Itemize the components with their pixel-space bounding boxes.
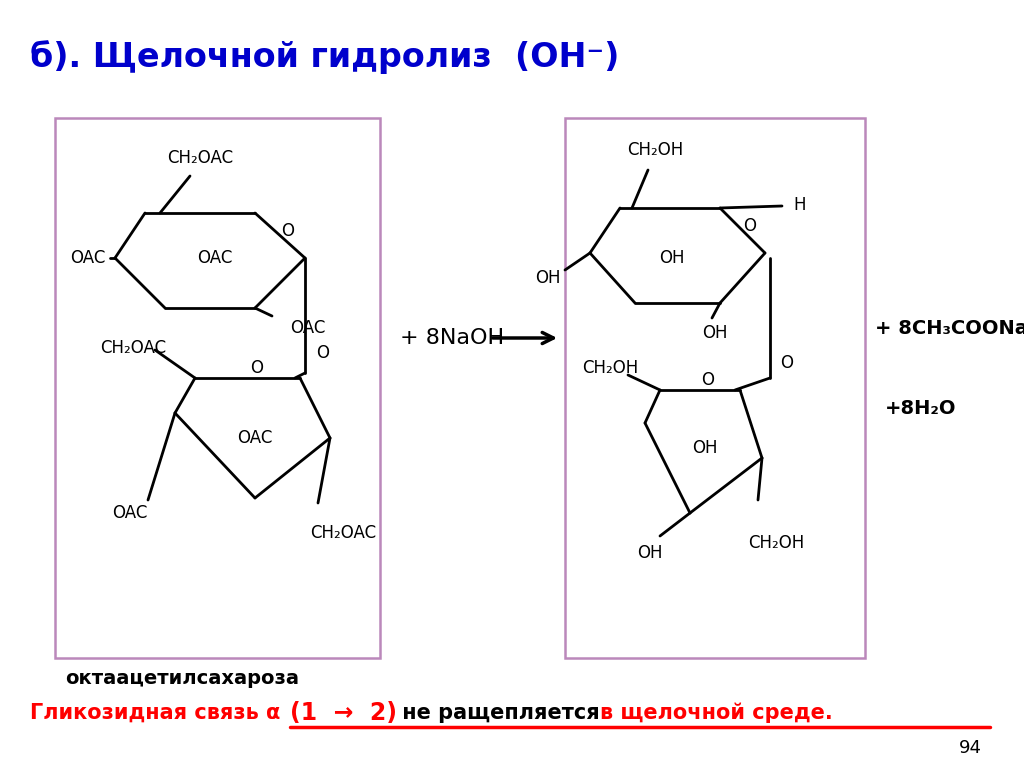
Text: OAC: OAC bbox=[70, 249, 105, 267]
Text: б). Щелочной гидролиз  (OH⁻): б). Щелочной гидролиз (OH⁻) bbox=[30, 40, 620, 74]
Bar bbox=[55, 118, 380, 658]
Text: 94: 94 bbox=[958, 739, 981, 757]
Text: CH₂OH: CH₂OH bbox=[748, 534, 804, 552]
Text: CH₂OH: CH₂OH bbox=[582, 359, 638, 377]
Text: в щелочной среде.: в щелочной среде. bbox=[600, 703, 833, 723]
Text: OAC: OAC bbox=[113, 504, 147, 522]
Text: O: O bbox=[251, 359, 263, 377]
Text: OH: OH bbox=[637, 544, 663, 562]
Text: OH: OH bbox=[692, 439, 718, 457]
Text: OAC: OAC bbox=[238, 429, 272, 447]
Text: O: O bbox=[282, 222, 295, 240]
Text: октаацетилсахароза: октаацетилсахароза bbox=[65, 668, 299, 687]
Text: CH₂OAC: CH₂OAC bbox=[100, 339, 166, 357]
Text: +8H₂O: +8H₂O bbox=[885, 399, 956, 418]
Text: OH: OH bbox=[536, 269, 561, 287]
Text: O: O bbox=[316, 344, 330, 362]
Text: O: O bbox=[743, 217, 757, 235]
Text: OH: OH bbox=[702, 324, 728, 342]
Text: OH: OH bbox=[659, 249, 685, 267]
Text: H: H bbox=[794, 196, 806, 214]
Text: CH₂OAC: CH₂OAC bbox=[310, 524, 376, 542]
Text: (1  →  2): (1 → 2) bbox=[290, 701, 397, 725]
Text: CH₂OAC: CH₂OAC bbox=[167, 149, 233, 167]
Text: Гликозидная связь α: Гликозидная связь α bbox=[30, 703, 281, 723]
Text: O: O bbox=[701, 371, 715, 389]
Text: CH₂OH: CH₂OH bbox=[627, 141, 683, 159]
Text: OAC: OAC bbox=[290, 319, 326, 337]
Text: + 8NaOH: + 8NaOH bbox=[400, 328, 504, 348]
Text: OAC: OAC bbox=[198, 249, 232, 267]
Text: не ращепляется: не ращепляется bbox=[395, 703, 607, 723]
Text: + 8CH₃COONa: + 8CH₃COONa bbox=[874, 319, 1024, 337]
Bar bbox=[565, 118, 865, 658]
Text: O: O bbox=[780, 354, 794, 372]
